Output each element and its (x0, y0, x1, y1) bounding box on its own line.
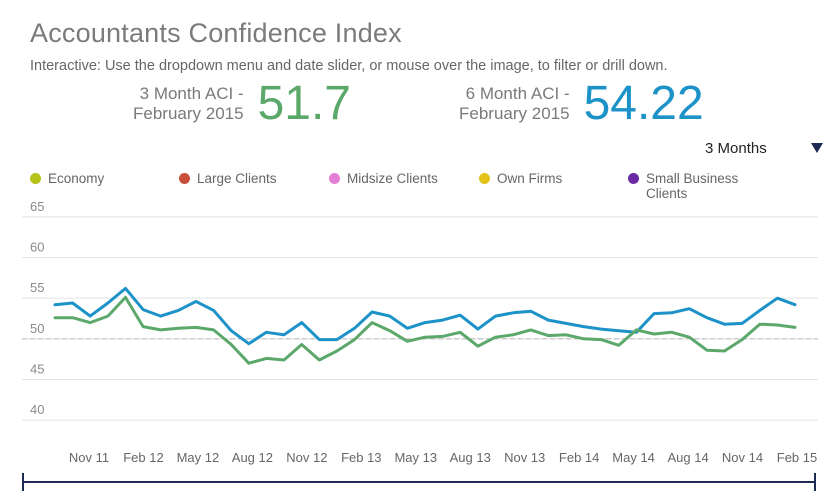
y-tick-label: 40 (30, 402, 44, 417)
legend-item-own-firms[interactable]: Own Firms (479, 171, 617, 186)
line-chart[interactable]: 40 45 50 55 60 65 Nov 11 Feb 12 May 12 Aug 12 Nov … (0, 200, 840, 470)
y-tick-label: 45 (30, 362, 44, 377)
kpi-six-month: 6 Month ACI - February 2015 54.22 (459, 80, 704, 128)
x-tick-label: Aug 13 (450, 450, 491, 465)
legend-label-large-clients: Large Clients (197, 171, 277, 186)
y-tick-label: 60 (30, 240, 44, 255)
chart-title: Accountants Confidence Index (30, 18, 402, 48)
x-tick-label: Feb 13 (341, 450, 381, 465)
legend-item-large-clients[interactable]: Large Clients (179, 171, 317, 186)
chart-subtitle: Interactive: Use the dropdown menu and d… (30, 58, 668, 74)
y-tick-label: 55 (30, 280, 44, 295)
x-tick-label: May 13 (394, 450, 437, 465)
series-line-3-month-aci[interactable] (53, 295, 797, 365)
legend-item-economy[interactable]: Economy (30, 171, 168, 186)
triangle-down-icon (811, 143, 823, 153)
x-tick-label: May 12 (177, 450, 220, 465)
period-dropdown-label: 3 Months (705, 140, 767, 157)
y-tick-label: 50 (30, 321, 44, 336)
date-slider-start-handle[interactable] (22, 473, 24, 491)
legend-dot-own-firms (479, 173, 490, 184)
date-slider-end-handle[interactable] (814, 473, 816, 491)
legend-dot-economy (30, 173, 41, 184)
x-tick-label: Aug 12 (232, 450, 273, 465)
legend-dot-midsize-clients (329, 173, 340, 184)
kpi-three-month-value: 51.7 (257, 77, 351, 130)
x-tick-label: Nov 13 (504, 450, 545, 465)
x-tick-label: Feb 15 (777, 450, 817, 465)
kpi-six-month-value: 54.22 (583, 77, 704, 130)
x-tick-label: Nov 14 (722, 450, 763, 465)
legend-label-small-business-clients: Small Business Clients (646, 171, 739, 201)
series-line-6-month-aci[interactable] (53, 286, 797, 346)
y-tick-label: 65 (30, 200, 44, 214)
x-tick-label: Aug 14 (667, 450, 708, 465)
legend-label-midsize-clients: Midsize Clients (347, 171, 438, 186)
legend-item-small-business-clients[interactable]: Small Business Clients (628, 171, 756, 201)
period-dropdown[interactable]: 3 Months (690, 138, 825, 160)
x-tick-label: May 14 (612, 450, 655, 465)
kpi-three-month-label: 3 Month ACI - February 2015 (133, 84, 244, 123)
legend-dot-small-business-clients (628, 173, 639, 184)
x-tick-label: Nov 11 (69, 450, 109, 465)
legend-label-own-firms: Own Firms (497, 171, 563, 186)
x-tick-label: Feb 12 (123, 450, 163, 465)
legend-dot-large-clients (179, 173, 190, 184)
kpi-three-month: 3 Month ACI - February 2015 51.7 (133, 80, 351, 128)
x-tick-label: Feb 14 (559, 450, 599, 465)
x-tick-label: Nov 12 (286, 450, 327, 465)
date-slider-track[interactable] (22, 481, 816, 483)
legend-item-midsize-clients[interactable]: Midsize Clients (329, 171, 467, 186)
kpi-six-month-label: 6 Month ACI - February 2015 (459, 84, 570, 123)
legend-label-economy: Economy (48, 171, 105, 186)
